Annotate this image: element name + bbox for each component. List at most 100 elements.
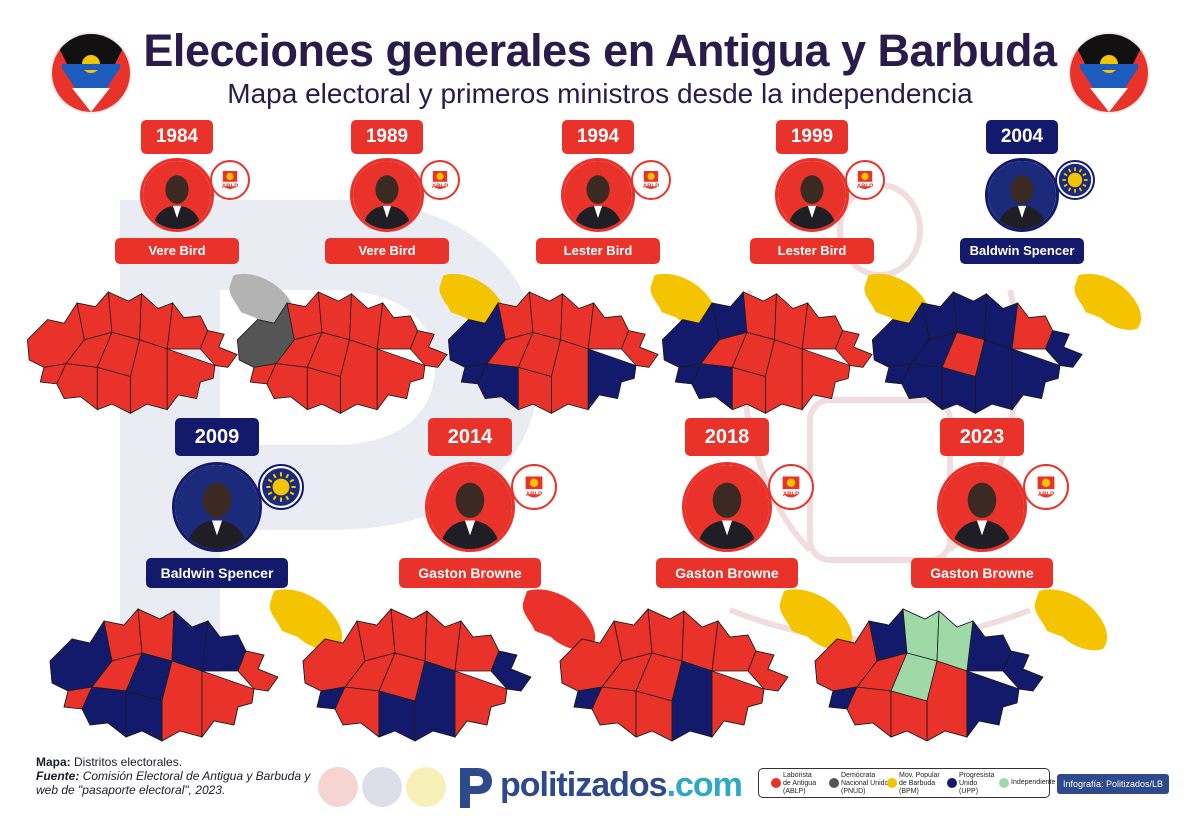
person-icon [685, 465, 769, 549]
electoral-district [936, 610, 974, 672]
electoral-district [802, 348, 851, 411]
source-note-2: web de "pasaporte electoral", 2023. [36, 783, 226, 797]
legend-label: Progresista [959, 772, 995, 779]
legend-color-swatch [887, 778, 897, 788]
brand-tld: .com [666, 766, 743, 804]
legend-color-swatch [999, 778, 1009, 788]
flag-right [1070, 34, 1148, 112]
district-map-2009 [49, 589, 343, 742]
ablp-badge-text: ABLP [642, 184, 660, 190]
legend-item: Independiente [999, 778, 1056, 788]
footer-notes: Mapa: Distritos electorales. Fuente: Com… [36, 755, 336, 797]
electoral-district [349, 292, 384, 350]
antigua-outline [448, 291, 659, 414]
election-year: 1984 [141, 120, 213, 154]
electoral-district [1012, 348, 1061, 411]
ablp-party-logo: ABLP [511, 464, 557, 510]
electoral-district [477, 363, 520, 411]
legend-label: Independiente [1011, 779, 1056, 786]
election-year: 1994 [562, 120, 634, 154]
electoral-district [266, 363, 309, 411]
antigua-outline [49, 608, 279, 742]
person-icon [428, 465, 512, 549]
electoral-district [846, 686, 892, 738]
prime-minister-portrait [140, 158, 214, 232]
electoral-district [171, 610, 209, 672]
district-map-1984 [27, 273, 297, 414]
electoral-district [588, 302, 630, 350]
prime-minister-name: Gaston Browne [911, 558, 1053, 588]
legend-label: (ABLP) [783, 788, 806, 795]
election-year: 2023 [940, 418, 1024, 456]
credit-badge: Infografía: Politizados/LB [1057, 774, 1169, 794]
sun-emblem-icon [262, 468, 300, 506]
electoral-district [984, 292, 1019, 350]
electoral-district [139, 292, 174, 350]
ablp-emblem-icon [1037, 476, 1055, 498]
election-year: 2014 [428, 418, 512, 456]
electoral-district [691, 363, 734, 411]
barbuda-island [650, 273, 718, 330]
bpm-logo-faded [406, 767, 446, 807]
flag-left [52, 34, 130, 112]
ablp-emblem-icon [857, 171, 873, 189]
upp-party-logo [1055, 160, 1095, 200]
legend-item: Demócrata Nacional Unido (PNUD) [829, 772, 889, 796]
upp-logo-faded [362, 767, 402, 807]
prime-minister-name: Lester Bird [750, 238, 874, 264]
electoral-district [454, 619, 500, 672]
legend-label: Nacional Unido [841, 780, 889, 787]
ablp-party-logo: ABLP [845, 160, 885, 200]
antigua-outline [302, 608, 532, 742]
prime-minister-portrait [985, 158, 1059, 232]
electoral-district [711, 619, 757, 672]
electoral-district [201, 619, 247, 672]
electoral-district [588, 348, 637, 411]
electoral-district [81, 686, 127, 738]
legend-color-swatch [771, 778, 781, 788]
ablp-party-logo: ABLP [420, 160, 460, 200]
brand-name: politizados [500, 766, 668, 804]
prime-minister-portrait [172, 462, 262, 552]
legend: Laborista de Antigua (ABLP) Demócrata Nacion… [758, 768, 1055, 798]
person-icon [353, 161, 421, 229]
antigua-flag-icon [1070, 34, 1148, 112]
legend-color-swatch [947, 778, 957, 788]
prime-minister-name: Gaston Browne [399, 558, 541, 588]
ablp-badge-text: ABLP [782, 492, 800, 498]
legend-label: Mov. Popular [899, 772, 940, 779]
page-title: Elecciones generales en Antigua y Barbud… [143, 25, 1057, 76]
legend-item: Progresista Unido (UPP) [947, 772, 995, 796]
party-logos-faded [318, 767, 446, 809]
prime-minister-portrait [425, 462, 515, 552]
page-subtitle: Mapa electoral y primeros ministros desd… [227, 78, 973, 109]
prime-minister-name: Vere Bird [115, 238, 239, 264]
district-map-1994 [448, 273, 718, 414]
antigua-outline [814, 608, 1044, 742]
ablp-badge-text: ABLP [856, 184, 874, 190]
legend-label: Demócrata [841, 772, 876, 779]
district-map-2023 [814, 589, 1108, 742]
map-note: Mapa: Distritos electorales. [36, 755, 183, 769]
legend-item: Laborista de Antigua (ABLP) [771, 772, 816, 796]
antigua-outline [872, 291, 1083, 414]
antigua-outline [237, 291, 448, 414]
electoral-district [966, 619, 1012, 672]
barbuda-island [779, 589, 853, 651]
ablp-emblem-icon [782, 476, 800, 498]
person-icon [778, 161, 846, 229]
legend-label: Unido [959, 780, 978, 787]
prime-minister-portrait [350, 158, 424, 232]
brand-logo[interactable]: politizados.com [458, 764, 748, 810]
election-year: 1989 [351, 120, 423, 154]
electoral-district [560, 292, 595, 350]
legend-label: (BPM) [899, 788, 919, 795]
barbuda-island [1074, 273, 1142, 330]
legend-item: Mov. Popular de Barbuda (BPM) [887, 772, 940, 796]
district-map-2014 [302, 589, 596, 742]
ablp-badge-text: ABLP [221, 184, 239, 190]
electoral-district [802, 302, 844, 350]
electoral-district [424, 610, 462, 672]
election-year: 2004 [986, 120, 1058, 154]
legend-label: Laborista [783, 772, 812, 779]
